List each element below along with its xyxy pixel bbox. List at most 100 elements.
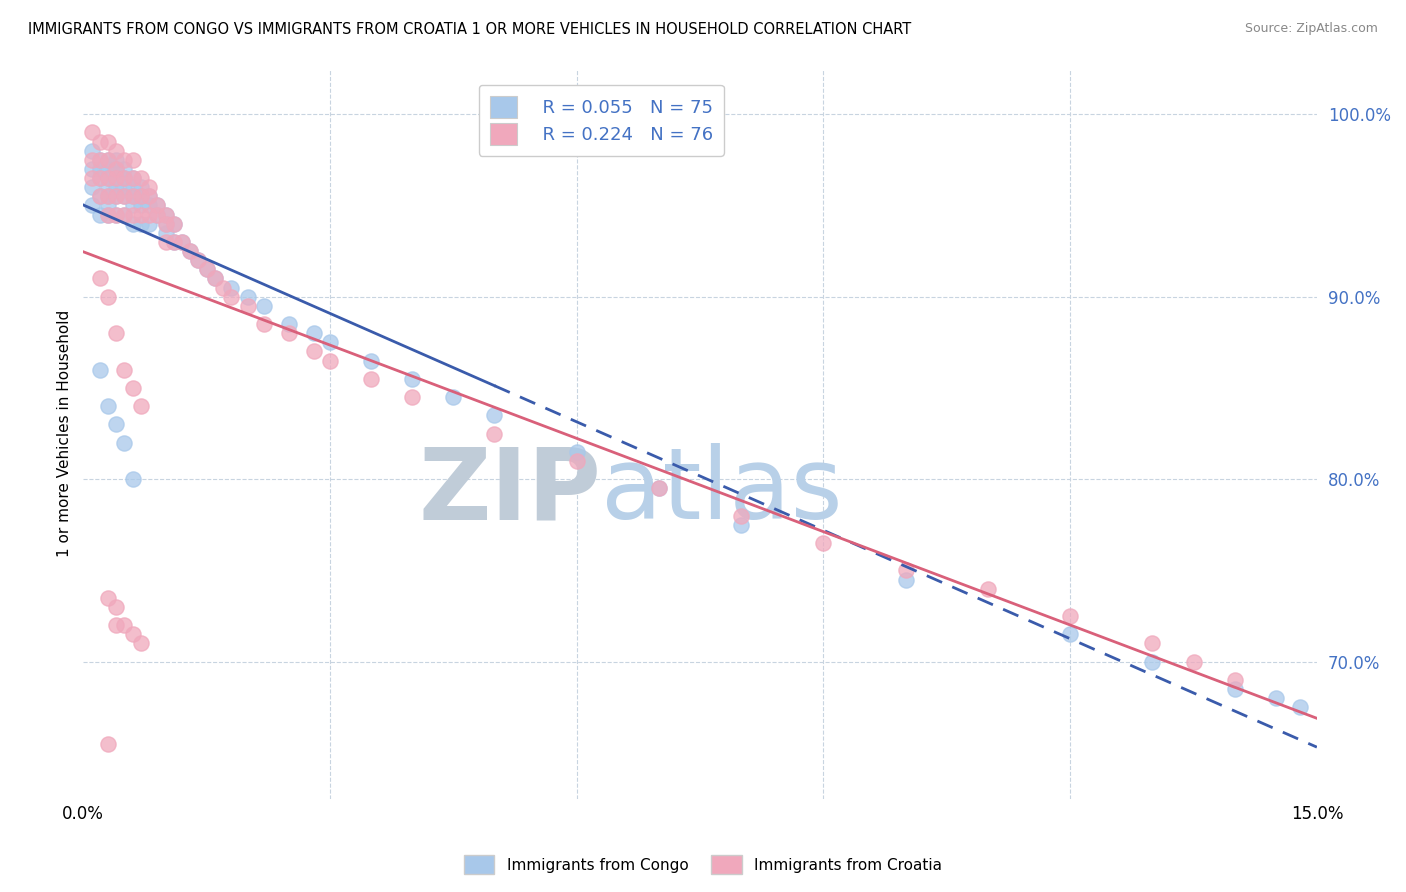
Point bbox=[112, 435, 135, 450]
Point bbox=[89, 161, 111, 176]
Point bbox=[112, 362, 135, 376]
Point bbox=[277, 326, 299, 340]
Point bbox=[129, 171, 152, 186]
Point bbox=[155, 207, 177, 221]
Point bbox=[146, 198, 169, 212]
Point bbox=[1223, 681, 1246, 696]
Point bbox=[112, 171, 135, 186]
Point bbox=[80, 198, 103, 212]
Point bbox=[105, 161, 128, 176]
Point bbox=[155, 235, 177, 249]
Point bbox=[253, 317, 276, 331]
Point bbox=[112, 207, 135, 221]
Point bbox=[155, 217, 177, 231]
Point bbox=[89, 207, 111, 221]
Point bbox=[204, 271, 226, 285]
Point bbox=[813, 536, 835, 550]
Text: atlas: atlas bbox=[602, 443, 844, 541]
Point bbox=[121, 189, 143, 203]
Point bbox=[121, 381, 143, 395]
Point bbox=[105, 171, 128, 186]
Point bbox=[648, 481, 671, 495]
Point bbox=[360, 353, 382, 368]
Point bbox=[195, 262, 218, 277]
Point bbox=[97, 161, 120, 176]
Point bbox=[146, 198, 169, 212]
Point bbox=[129, 189, 152, 203]
Point bbox=[138, 189, 160, 203]
Point bbox=[97, 180, 120, 194]
Point bbox=[112, 180, 135, 194]
Point bbox=[155, 217, 177, 231]
Point bbox=[112, 189, 135, 203]
Point bbox=[179, 244, 201, 258]
Point bbox=[121, 189, 143, 203]
Point bbox=[138, 189, 160, 203]
Point bbox=[121, 207, 143, 221]
Point bbox=[179, 244, 201, 258]
Point bbox=[97, 290, 120, 304]
Point bbox=[121, 627, 143, 641]
Point bbox=[302, 326, 325, 340]
Point bbox=[105, 189, 128, 203]
Point bbox=[112, 153, 135, 167]
Point bbox=[1264, 691, 1286, 706]
Point bbox=[484, 426, 506, 441]
Point bbox=[112, 161, 135, 176]
Point bbox=[1059, 627, 1081, 641]
Point bbox=[105, 161, 128, 176]
Point bbox=[105, 189, 128, 203]
Point bbox=[121, 472, 143, 486]
Point bbox=[97, 399, 120, 413]
Point bbox=[253, 299, 276, 313]
Point bbox=[89, 135, 111, 149]
Point bbox=[236, 299, 259, 313]
Point bbox=[89, 362, 111, 376]
Point bbox=[360, 372, 382, 386]
Point bbox=[121, 180, 143, 194]
Point bbox=[441, 390, 464, 404]
Point bbox=[80, 161, 103, 176]
Point bbox=[163, 235, 186, 249]
Point bbox=[97, 153, 120, 167]
Point bbox=[105, 171, 128, 186]
Point bbox=[89, 153, 111, 167]
Text: IMMIGRANTS FROM CONGO VS IMMIGRANTS FROM CROATIA 1 OR MORE VEHICLES IN HOUSEHOLD: IMMIGRANTS FROM CONGO VS IMMIGRANTS FROM… bbox=[28, 22, 911, 37]
Point bbox=[170, 235, 193, 249]
Point bbox=[1289, 700, 1312, 714]
Point bbox=[163, 217, 186, 231]
Point bbox=[155, 207, 177, 221]
Point bbox=[97, 153, 120, 167]
Point bbox=[80, 171, 103, 186]
Point bbox=[121, 171, 143, 186]
Point bbox=[484, 409, 506, 423]
Point bbox=[80, 153, 103, 167]
Point bbox=[138, 198, 160, 212]
Point bbox=[89, 189, 111, 203]
Point bbox=[129, 189, 152, 203]
Point bbox=[97, 737, 120, 751]
Point bbox=[112, 189, 135, 203]
Point bbox=[97, 207, 120, 221]
Point bbox=[89, 189, 111, 203]
Y-axis label: 1 or more Vehicles in Household: 1 or more Vehicles in Household bbox=[58, 310, 72, 558]
Point bbox=[221, 280, 243, 294]
Point bbox=[212, 280, 235, 294]
Point bbox=[89, 171, 111, 186]
Point bbox=[1059, 609, 1081, 624]
Point bbox=[105, 207, 128, 221]
Point bbox=[236, 290, 259, 304]
Point bbox=[146, 207, 169, 221]
Point bbox=[1182, 655, 1205, 669]
Point bbox=[129, 636, 152, 650]
Point bbox=[105, 180, 128, 194]
Point bbox=[105, 417, 128, 432]
Point bbox=[1223, 673, 1246, 687]
Point bbox=[112, 618, 135, 632]
Point bbox=[97, 198, 120, 212]
Point bbox=[80, 144, 103, 158]
Point bbox=[129, 180, 152, 194]
Legend: Immigrants from Congo, Immigrants from Croatia: Immigrants from Congo, Immigrants from C… bbox=[458, 849, 948, 880]
Point bbox=[121, 198, 143, 212]
Point bbox=[105, 326, 128, 340]
